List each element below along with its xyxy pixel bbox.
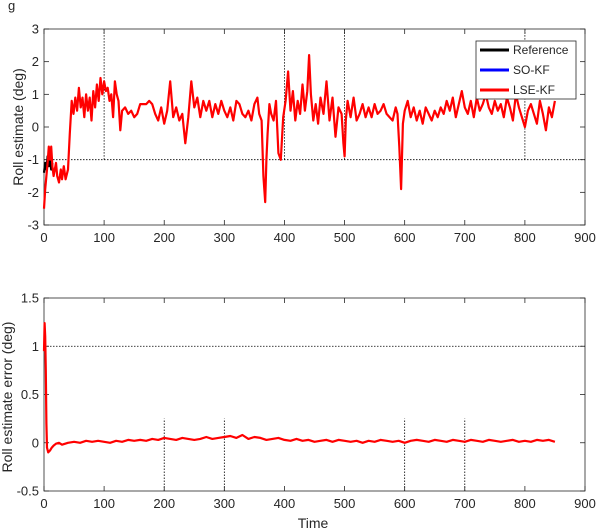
roll-estimate-x-tick-label: 900 [574, 230, 596, 245]
roll-error-x-tick-label: 200 [153, 496, 175, 511]
clipped-top-label: g [8, 0, 15, 13]
roll-estimate-series-lse-kf [42, 53, 556, 209]
roll-error-y-axis-label: Roll estimate error (deg) [0, 322, 15, 473]
roll-estimate-x-tick-label: 600 [394, 230, 416, 245]
roll-estimate-y-axis-label: Roll estimate (deg) [10, 68, 26, 186]
roll-error-x-tick-label: 800 [514, 496, 536, 511]
roll-error-series-lse-kf [42, 322, 556, 454]
legend-label-reference: Reference [513, 43, 569, 57]
roll-error-axes-box [43, 297, 586, 492]
roll-estimate-legend: Reference SO-KF LSE-KF [475, 40, 577, 100]
roll-error-plot-area: 0 100 200 300 400 500 600 700 800 900-0.500.511.5 [17, 291, 596, 512]
roll-error-y-tick-label: 1.5 [21, 291, 39, 306]
roll-error-x-tick-label: 0 [40, 496, 47, 511]
roll-estimate-y-tick-label: 3 [32, 22, 39, 37]
roll-error-chart: 0 100 200 300 400 500 600 700 800 900-0.500.511.5… [0, 291, 596, 528]
legend-label-so-kf: SO-KF [513, 63, 550, 77]
roll-estimate-y-tick-label: -1 [27, 152, 39, 167]
roll-estimate-x-tick-label: 400 [274, 230, 296, 245]
roll-estimate-x-tick-label: 300 [213, 230, 235, 245]
roll-estimate-x-tick-label: 700 [454, 230, 476, 245]
roll-estimate-y-tick-label: 2 [32, 54, 39, 69]
roll-estimate-x-tick-label: 0 [40, 230, 47, 245]
roll-estimate-y-tick-label: 1 [32, 87, 39, 102]
roll-error-y-tick-label: 0 [32, 435, 39, 450]
roll-error-y-tick-label: 1 [32, 339, 39, 354]
roll-error-x-tick-label: 100 [93, 496, 115, 511]
roll-error-x-axis-label: Time [298, 515, 329, 528]
roll-error-x-tick-label: 400 [274, 496, 296, 511]
roll-estimate-x-tick-label: 500 [334, 230, 356, 245]
roll-error-y-tick-label: 0.5 [21, 387, 39, 402]
roll-estimate-y-tick-label: 0 [32, 120, 39, 135]
roll-error-x-tick-label: 600 [394, 496, 416, 511]
roll-error-x-tick-label: 300 [213, 496, 235, 511]
roll-estimate-y-tick-label: -3 [27, 218, 39, 233]
roll-error-x-tick-label: 500 [334, 496, 356, 511]
roll-estimate-x-tick-label: 800 [514, 230, 536, 245]
roll-estimate-x-tick-label: 100 [93, 230, 115, 245]
roll-estimate-y-tick-label: -2 [27, 185, 39, 200]
roll-error-y-tick-label: -0.5 [17, 484, 39, 499]
roll-estimate-chart: 0 100 200 300 400 500 600 700 800 900 -3 -2 -1 0 1 2 3 R… [10, 22, 596, 246]
roll-estimate-x-tick-label: 200 [153, 230, 175, 245]
roll-error-x-tick-label: 700 [454, 496, 476, 511]
roll-error-x-tick-label: 900 [574, 496, 596, 511]
legend-label-lse-kf: LSE-KF [513, 83, 555, 97]
